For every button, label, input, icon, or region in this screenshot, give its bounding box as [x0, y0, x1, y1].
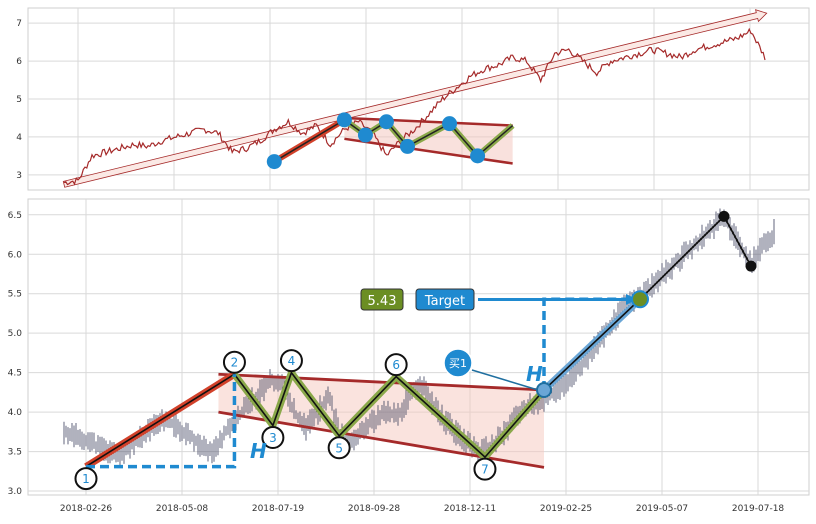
bottom-panel: 3.03.54.04.55.05.56.06.5 2018-02-26 2018-…: [8, 198, 810, 514]
pattern-point-circle: [327, 436, 351, 460]
breakout-marker: [536, 382, 552, 399]
bottom-pattern-overlay: 1 2 3 4 5 6 7: [74, 210, 757, 491]
bottom-zigzag-core: [233, 371, 545, 459]
buy-pointer-line: [471, 369, 539, 391]
top-pattern-overlay: [266, 112, 515, 170]
bottom-ytick-label: 5.5: [8, 290, 22, 300]
top-pattern-point: [442, 116, 458, 132]
bottom-resistance-line: [218, 372, 545, 392]
bottom-pattern-fill: [218, 374, 544, 468]
bottom-xticks: 2018-02-26 2018-05-08 2018-07-19 2018-09-28…: [60, 504, 785, 514]
pattern-point-label: 7: [481, 463, 489, 477]
pattern-point-circle: [222, 350, 246, 374]
top-panel: 3 4 5 6 7: [16, 7, 810, 191]
top-pattern-point: [357, 127, 373, 143]
pattern-point-label: 5: [335, 441, 343, 455]
top-price-series: [63, 27, 766, 186]
top-price-line: [63, 27, 766, 186]
bottom-xtick-label: 2018-12-11: [444, 504, 496, 514]
price-box-bg: [360, 288, 404, 311]
bottom-ytick-label: 4.5: [8, 369, 22, 379]
price-box-text: 5.43: [368, 294, 397, 309]
bottom-breakout-core: [543, 298, 641, 391]
bottom-ytick-label: 6.0: [8, 250, 23, 260]
pattern-point-circle: [261, 426, 285, 450]
pattern-point-circle: [279, 349, 303, 373]
pattern-point-circle: [384, 353, 408, 377]
bottom-yticks: 3.0 3.5 4.0 4.5 5.0 5.5 6.0 6.5: [8, 211, 23, 497]
bottom-xtick-label: 2019-02-25: [540, 504, 592, 514]
top-ytick-label: 4: [16, 133, 22, 143]
pattern-point-label: 4: [288, 354, 296, 368]
top-support-line: [344, 137, 513, 165]
bottom-ytick-label: 3.5: [8, 448, 22, 458]
bottom-rise-segment-core: [85, 373, 235, 468]
target-marker: [631, 290, 649, 309]
top-pattern-point: [399, 138, 415, 154]
top-ytick-label: 7: [16, 19, 22, 29]
pattern-point-label: 1: [82, 472, 90, 486]
top-yticks: 3 4 5 6 7: [16, 19, 22, 181]
bottom-ytick-label: 5.0: [8, 329, 23, 339]
bottom-xtick-label: 2018-09-28: [348, 504, 401, 514]
buy-badge-text: 买1: [449, 357, 467, 370]
height-measure-left: [86, 374, 237, 469]
height-label-right: H: [526, 362, 543, 386]
target-box: Target: [415, 288, 475, 311]
bottom-ytick-label: 4.0: [8, 408, 23, 418]
pattern-point-label: 6: [392, 358, 400, 372]
pullback-marker: [745, 260, 757, 272]
bottom-xtick-label: 2019-07-18: [732, 504, 785, 514]
pattern-point-label: 3: [269, 431, 277, 445]
pattern-point-circle: [473, 457, 497, 481]
bottom-ytick-label: 3.0: [8, 487, 23, 497]
pattern-point-label: 2: [231, 356, 239, 370]
target-box-bg: [415, 288, 475, 311]
bottom-grid: [28, 199, 809, 495]
top-trend-arrow: [62, 9, 768, 188]
top-trend-arrow-shape: [62, 9, 768, 188]
height-label-left: H: [250, 439, 267, 463]
top-pattern-point: [336, 112, 352, 128]
top-ytick-label: 5: [16, 95, 22, 105]
top-ytick-label: 6: [16, 57, 22, 67]
price-box: 5.43: [360, 288, 404, 311]
top-pattern-point: [266, 154, 282, 170]
bottom-xtick-label: 2018-07-19: [252, 504, 305, 514]
bottom-xtick-label: 2018-02-26: [60, 504, 113, 514]
buy-badge-circle: [443, 348, 473, 378]
buy-badge: 买1: [443, 348, 473, 378]
top-resistance-line: [344, 116, 513, 127]
top-pattern-point: [378, 114, 394, 130]
peak-marker: [718, 210, 730, 222]
top-ytick-label: 3: [16, 171, 22, 181]
bottom-xtick-label: 2019-05-07: [636, 504, 688, 514]
top-rise-segment-core: [273, 119, 345, 163]
pattern-point-circle: [74, 467, 98, 491]
top-pattern-point: [470, 148, 486, 164]
bottom-xtick-label: 2018-05-08: [156, 504, 209, 514]
target-box-text: Target: [424, 294, 465, 309]
bottom-ytick-label: 6.5: [8, 211, 22, 221]
